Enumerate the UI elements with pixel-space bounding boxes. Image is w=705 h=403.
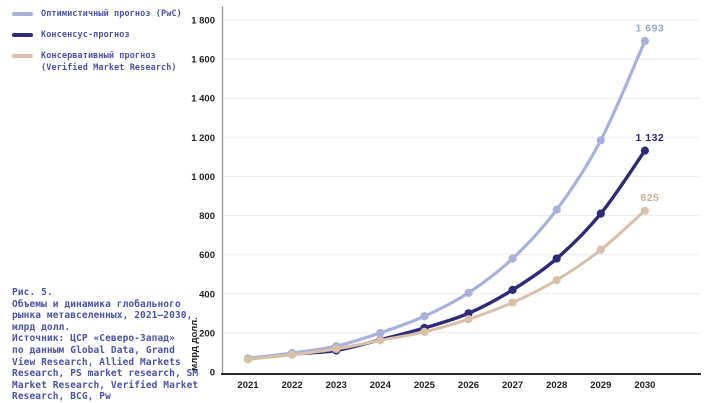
gridlines — [223, 19, 699, 334]
svg-text:200: 200 — [199, 328, 215, 339]
svg-text:1 000: 1 000 — [191, 172, 215, 183]
svg-text:600: 600 — [199, 250, 215, 261]
data-point-optimistic — [464, 288, 473, 297]
svg-text:2029: 2029 — [590, 380, 611, 391]
x-axis-labels: 2021 2022 2023 2024 2025 2026 2027 2028 2029 2030 — [237, 380, 655, 391]
end-value-label-optimistic: 1 693 — [636, 22, 665, 34]
data-point-optimistic — [596, 136, 605, 145]
svg-text:2027: 2027 — [502, 380, 523, 391]
legend-label-consensus: Консенсус-прогноз — [41, 30, 130, 40]
conservative-line-swatch-icon — [12, 54, 33, 58]
svg-text:0: 0 — [210, 368, 215, 379]
data-point-consensus — [508, 285, 517, 294]
legend-label-conservative: Консервативный прогноз (Verified Market … — [41, 51, 177, 73]
data-point-conservative — [552, 275, 561, 285]
y-axis-labels: 0 200 400 600 800 1 000 1 200 1 400 1 600 1 800 — [191, 16, 215, 379]
data-point-consensus — [464, 309, 473, 318]
svg-text:2022: 2022 — [282, 380, 303, 391]
data-point-optimistic — [552, 205, 561, 214]
svg-text:400: 400 — [199, 289, 215, 300]
data-point-optimistic — [508, 254, 517, 263]
legend-item-consensus: Консенсус-прогноз — [12, 29, 227, 41]
svg-text:2021: 2021 — [237, 380, 259, 391]
svg-text:2026: 2026 — [458, 380, 479, 391]
end-value-label-consensus: 1 132 — [636, 132, 665, 144]
figure-caption: Рис. 5. Объемы и динамика глобального ры… — [12, 287, 199, 403]
data-point-conservative — [596, 245, 605, 254]
data-point-consensus — [552, 254, 561, 263]
legend-item-optimistic: Оптимистичный прогноз (PwC) — [12, 8, 227, 20]
data-point-conservative — [376, 336, 385, 345]
consensus-line-swatch-icon — [12, 33, 33, 37]
y-axis-unit-label: млрд долл. — [189, 317, 200, 371]
chart-legend: Оптимистичный прогноз (PwC) Консенсус-пр… — [12, 8, 227, 83]
data-point-optimistic — [420, 312, 429, 321]
legend-item-conservative: Консервативный прогноз (Verified Market … — [12, 50, 227, 74]
svg-text:1 600: 1 600 — [191, 55, 215, 66]
data-point-conservative — [243, 355, 253, 364]
data-point-conservative — [420, 327, 429, 337]
data-point-consensus — [596, 209, 605, 218]
svg-text:1 200: 1 200 — [191, 133, 215, 144]
legend-label-optimistic: Оптимистичный прогноз (PwC) — [41, 9, 182, 19]
optimistic-line-swatch-icon — [12, 12, 33, 16]
data-point-optimistic — [640, 36, 650, 46]
svg-text:2030: 2030 — [634, 380, 655, 391]
data-point-conservative — [288, 350, 297, 359]
svg-text:2028: 2028 — [546, 380, 567, 391]
svg-text:1 400: 1 400 — [191, 94, 215, 105]
data-point-optimistic — [376, 328, 385, 337]
data-point-conservative — [508, 298, 517, 307]
svg-text:2023: 2023 — [326, 380, 347, 391]
svg-text:800: 800 — [199, 211, 215, 222]
data-point-conservative — [640, 206, 650, 215]
svg-text:2025: 2025 — [414, 380, 436, 391]
series-optimistic — [243, 36, 650, 363]
series-conservative — [243, 206, 650, 364]
svg-text:2024: 2024 — [370, 380, 392, 391]
svg-text:1 800: 1 800 — [191, 16, 215, 27]
data-point-consensus — [640, 146, 650, 155]
end-value-label-conservative: 825 — [640, 192, 659, 204]
data-point-conservative — [464, 315, 473, 324]
data-point-conservative — [332, 344, 341, 354]
